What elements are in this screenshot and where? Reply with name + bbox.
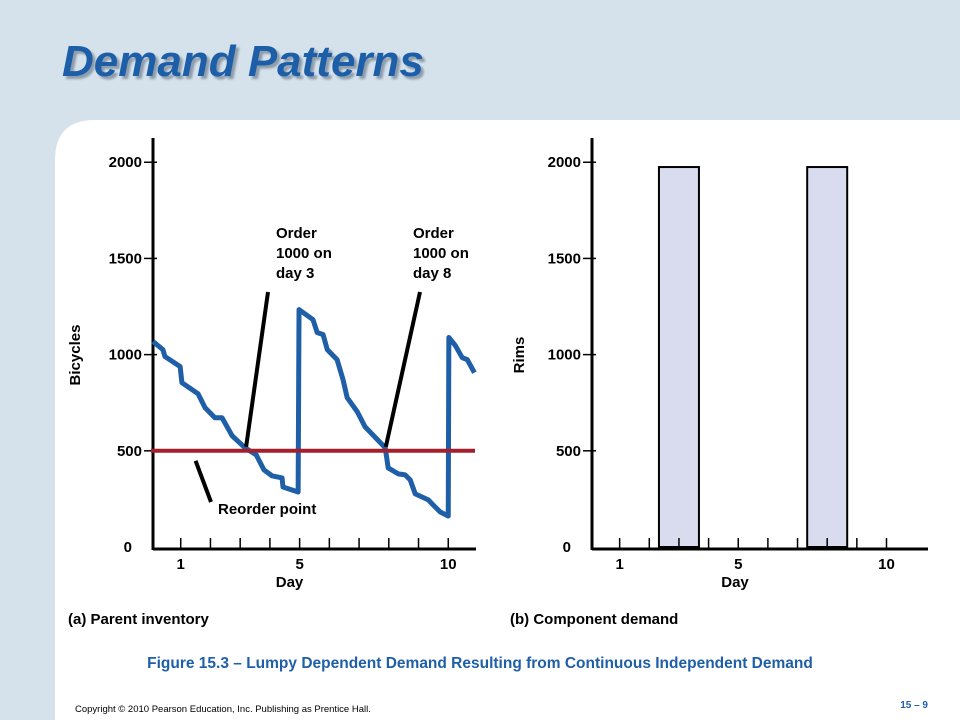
x-tick-label: 10 — [878, 556, 895, 573]
annotation: 1000 on — [276, 245, 332, 262]
y-tick-label: 0 — [563, 539, 571, 556]
x-axis-label: Day — [276, 574, 304, 591]
y-tick-label: 1500 — [109, 250, 142, 267]
copyright: Copyright © 2010 Pearson Education, Inc.… — [75, 704, 371, 715]
page-number: 15 – 9 — [900, 700, 928, 711]
y-tick-label: 1500 — [548, 250, 581, 267]
annotation: Reorder point — [218, 501, 316, 518]
y-tick-label: 0 — [124, 539, 132, 556]
bar — [657, 166, 700, 549]
y-tick-label: 2000 — [109, 154, 142, 171]
annotation: 1000 on — [413, 245, 469, 262]
y-tick-label: 500 — [556, 443, 581, 460]
annotation: day 8 — [413, 265, 451, 282]
content-panel — [55, 120, 960, 720]
y-axis-label: Rims — [511, 337, 528, 374]
y-tick-label: 1000 — [548, 347, 581, 364]
x-axis-label: Day — [721, 574, 749, 591]
y-tick-label: 2000 — [548, 154, 581, 171]
annotation: Order — [276, 225, 317, 242]
slide-title: Demand Patterns — [62, 37, 424, 86]
annotation-pointer — [193, 460, 213, 503]
x-tick-label: 1 — [615, 556, 623, 573]
chart-caption: (a) Parent inventory — [68, 611, 210, 628]
x-tick-label: 10 — [440, 556, 457, 573]
figure-caption: Figure 15.3 – Lumpy Dependent Demand Res… — [147, 655, 813, 672]
line-series — [151, 307, 477, 519]
y-axis-label: Bicycles — [67, 325, 84, 386]
x-tick-label: 5 — [295, 556, 303, 573]
y-tick-label: 500 — [117, 443, 142, 460]
annotation: Order — [413, 225, 454, 242]
annotation-pointer — [244, 291, 270, 448]
y-tick-label: 1000 — [109, 347, 142, 364]
annotation: day 3 — [276, 265, 314, 282]
x-tick-label: 5 — [734, 556, 742, 573]
x-tick-label: 1 — [177, 556, 185, 573]
chart-caption: (b) Component demand — [510, 611, 678, 628]
annotation-pointer — [383, 291, 422, 448]
bar — [806, 166, 849, 549]
